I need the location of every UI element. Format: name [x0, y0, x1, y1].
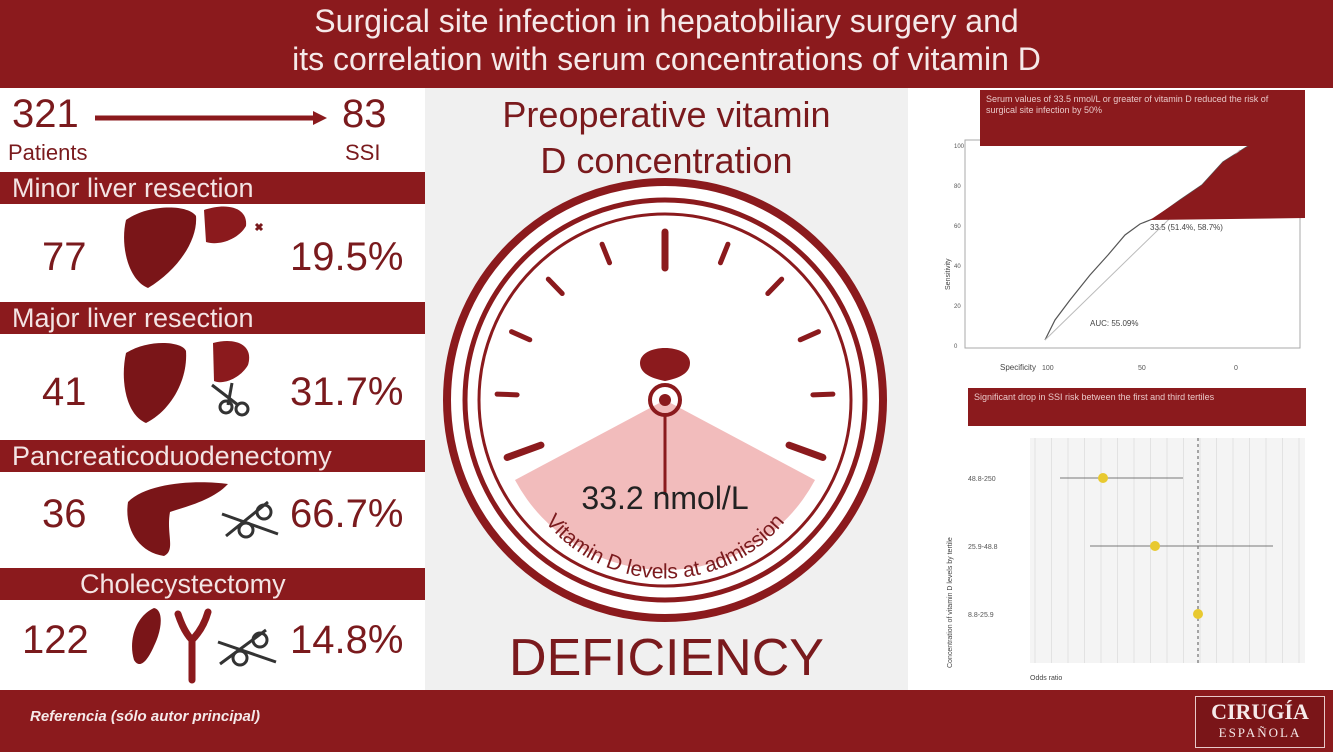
procedure-ssi-rate: 19.5%	[290, 235, 404, 279]
procedure-count: 77	[42, 235, 87, 279]
procedure-bar-cholecystectomy: Cholecystectomy	[0, 568, 425, 600]
gauge-tick	[765, 276, 785, 297]
gauge-tick	[494, 391, 520, 398]
roc-y-axis-label: Sensitivity	[945, 258, 952, 290]
deficiency-status: DEFICIENCY	[509, 629, 824, 687]
roc-caption: Serum values of 33.5 nmol/L or greater o…	[980, 90, 1305, 146]
roc-y-tick-label: 100	[954, 144, 965, 150]
gauge-value-text: 33.2 nmol/L	[581, 480, 748, 516]
procedure-bar-minor-liver: Minor liver resection	[0, 172, 425, 204]
ssi-count: 83	[342, 92, 387, 136]
liver-major-resection-icon	[123, 341, 250, 423]
reference-text: Referencia (sólo autor principal)	[30, 708, 261, 725]
gauge-tick	[599, 241, 613, 266]
title-line-2: its correlation with serum concentration…	[292, 41, 1041, 77]
liver-minor-resection-icon	[124, 206, 264, 288]
gauge-title: Preoperative vitamin D concentration	[425, 92, 908, 184]
roc-y-tick-label: 40	[954, 264, 961, 270]
forest-y-axis-label: Concentration of vitamin D levels by ter…	[947, 537, 954, 668]
journal-logo-line-1: CIRUGÍA	[1211, 699, 1309, 724]
forest-row-label: 48.8-250	[968, 476, 996, 483]
pancreas-icon	[127, 482, 279, 556]
procedure-ssi-rate: 14.8%	[290, 618, 404, 662]
procedure-bar-major-liver: Major liver resection	[0, 302, 425, 334]
gauge-tick	[797, 329, 821, 343]
procedure-bar-pancreaticoduodenectomy: Pancreaticoduodenectomy	[0, 440, 425, 472]
gauge-tick	[509, 329, 533, 343]
forest-row-label: 25.9-48.8	[968, 544, 998, 551]
forest-x-axis-label: Odds ratio	[1030, 675, 1062, 682]
gallbladder-icon	[132, 608, 277, 684]
journal-logo[interactable]: CIRUGÍA ESPAÑOLA	[1195, 696, 1325, 748]
roc-auc-label: AUC: 55.09%	[1090, 319, 1138, 328]
gauge-title-line-2: D concentration	[540, 140, 793, 181]
gauge-tick	[785, 441, 827, 461]
roc-x-tick-label: 0	[1234, 365, 1238, 372]
gauge-title-line-1: Preoperative vitamin	[502, 94, 831, 135]
vitamin-d-gauge: 33.2 nmol/L Vitamin D levels at admissio…	[443, 178, 887, 622]
title-line-1: Surgical site infection in hepatobiliary…	[314, 3, 1019, 39]
roc-y-tick-label: 60	[954, 224, 961, 230]
roc-highlight-area	[1150, 140, 1305, 220]
forest-caption: Significant drop in SSI risk between the…	[968, 388, 1306, 426]
roc-x-axis-label: Specificity	[1000, 363, 1036, 372]
procedure-count: 36	[42, 492, 87, 536]
roc-y-tick-label: 80	[954, 184, 961, 190]
patients-to-ssi-arrow	[95, 111, 327, 125]
roc-y-tick-label: 20	[954, 304, 961, 310]
procedure-count: 122	[22, 618, 89, 662]
footer-banner	[0, 690, 1333, 752]
gauge-tick	[545, 276, 565, 297]
procedure-ssi-rate: 66.7%	[290, 492, 404, 536]
gauge-tick	[810, 391, 836, 398]
forest-point	[1150, 541, 1160, 551]
header-banner: Surgical site infection in hepatobiliary…	[0, 0, 1333, 88]
procedure-ssi-rate: 31.7%	[290, 370, 404, 414]
forest-row-label: 8.8-25.9	[968, 612, 994, 619]
roc-x-tick-label: 100	[1042, 365, 1054, 372]
gauge-tick	[717, 241, 731, 266]
roc-x-tick-label: 50	[1138, 365, 1146, 372]
forest-point	[1193, 609, 1203, 619]
procedure-count: 41	[42, 370, 87, 414]
roc-cutoff-label: 33.5 (51.4%, 58.7%)	[1150, 223, 1223, 232]
ssi-label: SSI	[345, 140, 381, 165]
journal-logo-line-2: ESPAÑOLA	[1218, 725, 1302, 740]
patients-label: Patients	[8, 140, 88, 165]
forest-point	[1098, 473, 1108, 483]
gauge-tick	[503, 441, 545, 461]
forest-plot-chart: 48.8-250 25.9-48.8 8.8-25.9 Odds ratio Con…	[947, 438, 1305, 682]
patients-count: 321	[12, 92, 79, 136]
roc-y-tick-label: 0	[954, 344, 958, 350]
